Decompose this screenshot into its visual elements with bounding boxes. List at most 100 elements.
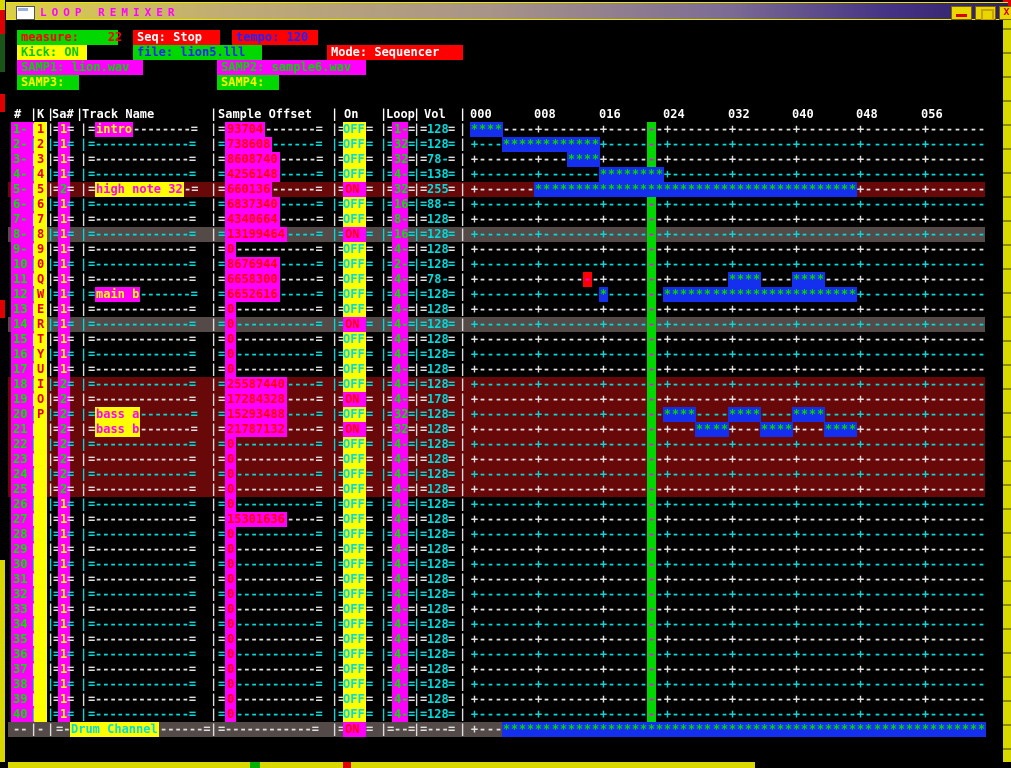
pattern-cell[interactable]: - (744, 362, 753, 377)
pattern-cell[interactable]: - (559, 347, 568, 362)
pattern-cell[interactable]: - (832, 167, 841, 182)
pattern-cell[interactable]: + (663, 362, 672, 377)
pattern-cell[interactable]: - (607, 482, 616, 497)
pattern-cell[interactable]: - (937, 287, 946, 302)
pattern-cell-active[interactable]: * (736, 287, 745, 302)
pattern-cell[interactable]: - (542, 422, 551, 437)
sample-number-cell[interactable] (58, 452, 70, 467)
pattern-cell[interactable]: - (945, 332, 954, 347)
pattern-cell[interactable]: - (873, 137, 882, 152)
pattern-cell-active[interactable]: * (752, 272, 761, 287)
pattern-cell[interactable]: - (905, 317, 914, 332)
pattern-cell[interactable]: - (631, 227, 640, 242)
pattern-cell[interactable]: - (905, 437, 914, 452)
pattern-cell-active[interactable]: * (824, 287, 833, 302)
pattern-cell-active[interactable]: * (599, 167, 608, 182)
pattern-cell-active[interactable]: * (663, 287, 672, 302)
pattern-cell-active[interactable]: * (695, 182, 704, 197)
pattern-cell[interactable]: - (671, 167, 680, 182)
pattern-cell[interactable]: - (961, 197, 970, 212)
pattern-cell[interactable]: - (945, 197, 954, 212)
pattern-cell[interactable]: - (840, 347, 849, 362)
pattern-cell[interactable]: + (792, 467, 801, 482)
pattern-cell[interactable]: - (961, 182, 970, 197)
pattern-cell[interactable]: - (961, 407, 970, 422)
pattern-cell[interactable]: + (663, 137, 672, 152)
pattern-cell[interactable]: - (776, 407, 785, 422)
pattern-cell[interactable]: - (929, 302, 938, 317)
pattern-cell[interactable]: - (800, 362, 809, 377)
pattern-cell[interactable]: - (969, 332, 978, 347)
sample-number-cell[interactable] (58, 437, 70, 452)
pattern-cell[interactable]: - (703, 437, 712, 452)
pattern-cell[interactable]: - (687, 242, 696, 257)
pattern-cell[interactable]: + (599, 272, 608, 287)
loop-cell[interactable] (392, 377, 408, 392)
loop-cell[interactable] (392, 122, 408, 137)
pattern-cell[interactable]: - (583, 302, 592, 317)
pattern-cell[interactable]: - (736, 452, 745, 467)
pattern-cell[interactable]: - (510, 122, 519, 137)
pattern-cell[interactable]: - (679, 242, 688, 257)
pattern-cell[interactable]: - (679, 347, 688, 362)
pattern-cell[interactable]: - (687, 212, 696, 227)
pattern-cell[interactable]: + (792, 377, 801, 392)
pattern-cell[interactable]: - (873, 392, 882, 407)
pattern-cell[interactable]: - (526, 422, 535, 437)
pattern-cell[interactable]: - (478, 422, 487, 437)
pattern-cell-active[interactable]: * (736, 182, 745, 197)
pattern-cell[interactable]: - (559, 332, 568, 347)
loop-cell[interactable] (392, 212, 408, 227)
pattern-cell[interactable]: - (736, 212, 745, 227)
sample-number-cell[interactable] (58, 392, 70, 407)
pattern-cell[interactable]: - (623, 332, 632, 347)
pattern-cell-active[interactable]: * (551, 137, 560, 152)
playhead-cell[interactable]: - (647, 152, 656, 167)
on-toggle[interactable]: OFF (343, 377, 366, 392)
pattern-cell[interactable]: - (720, 302, 729, 317)
pattern-cell[interactable]: - (478, 452, 487, 467)
pattern-cell[interactable]: - (655, 392, 664, 407)
volume-value[interactable]: 78- (427, 272, 449, 287)
volume-value[interactable]: 128 (427, 647, 449, 662)
playhead-cell[interactable]: - (647, 407, 656, 422)
pattern-cell[interactable]: - (840, 407, 849, 422)
pattern-cell[interactable]: - (615, 137, 624, 152)
pattern-cell[interactable]: - (977, 512, 986, 527)
pattern-cell[interactable]: - (752, 437, 761, 452)
pattern-cell[interactable]: - (703, 272, 712, 287)
pattern-cell[interactable]: + (921, 167, 930, 182)
pattern-cell[interactable]: - (945, 257, 954, 272)
pattern-cell[interactable]: - (502, 422, 511, 437)
on-toggle[interactable]: OFF (343, 572, 366, 587)
pattern-cell[interactable]: - (961, 467, 970, 482)
pattern-cell[interactable]: - (977, 137, 986, 152)
pattern-cell[interactable]: - (486, 242, 495, 257)
pattern-cell[interactable]: - (736, 362, 745, 377)
pattern-cell[interactable]: - (639, 437, 648, 452)
playhead-cell[interactable]: - (647, 242, 656, 257)
pattern-cell[interactable]: - (824, 167, 833, 182)
pattern-cell[interactable]: - (776, 197, 785, 212)
pattern-cell[interactable]: - (687, 122, 696, 137)
pattern-cell[interactable]: - (864, 137, 873, 152)
pattern-cell[interactable]: - (712, 272, 721, 287)
pattern-cell[interactable]: - (526, 182, 535, 197)
pattern-cell[interactable]: - (575, 407, 584, 422)
pattern-cell[interactable]: - (848, 332, 857, 347)
pattern-cell[interactable]: - (784, 227, 793, 242)
pattern-cell[interactable]: + (792, 332, 801, 347)
pattern-cell[interactable]: - (542, 662, 551, 677)
pattern-cell[interactable]: + (728, 152, 737, 167)
pattern-cell[interactable]: - (977, 617, 986, 632)
pattern-cell[interactable]: - (671, 437, 680, 452)
kick-key-cell[interactable] (34, 197, 47, 212)
pattern-cell[interactable]: - (486, 362, 495, 377)
pattern-cell[interactable]: - (873, 152, 882, 167)
pattern-cell[interactable]: - (478, 257, 487, 272)
pattern-cell[interactable]: - (937, 467, 946, 482)
pattern-cell[interactable]: - (897, 452, 906, 467)
pattern-cell[interactable]: - (655, 467, 664, 482)
pattern-cell[interactable]: - (712, 257, 721, 272)
pattern-cell[interactable]: - (897, 377, 906, 392)
